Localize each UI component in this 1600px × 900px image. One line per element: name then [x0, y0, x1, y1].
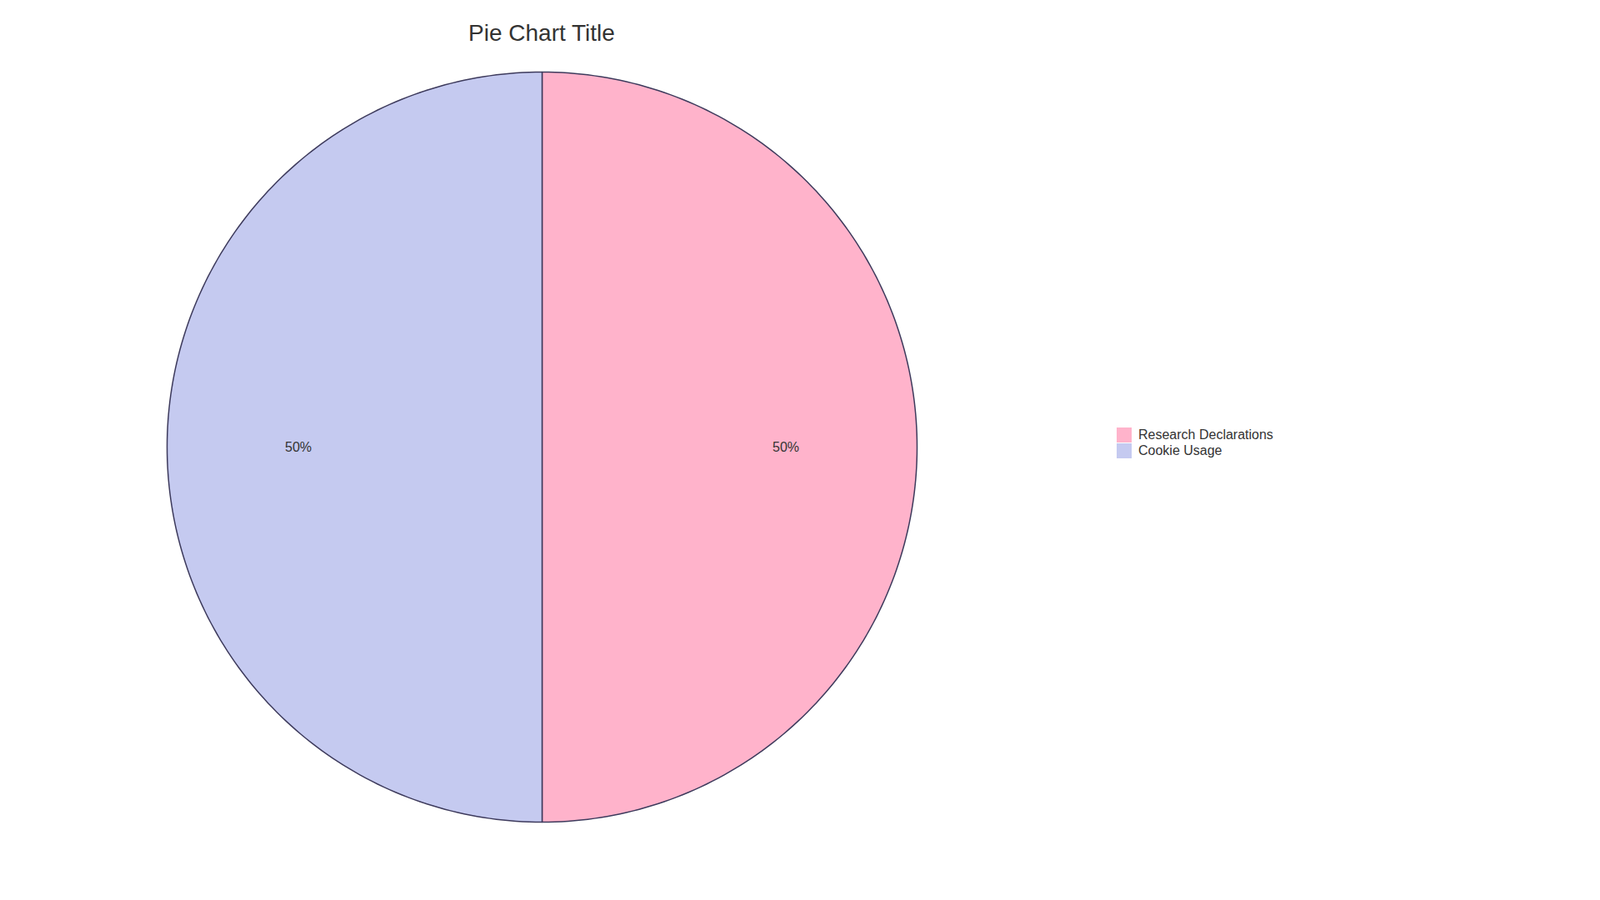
html-text:Research Declarations: Research Declarations — [1138, 427, 1274, 442]
svg-text:50%: 50% — [772, 440, 800, 455]
html-text:Cookie Usage: Cookie Usage — [1138, 443, 1223, 458]
html-text:Pie Chart Title: Pie Chart Title — [468, 20, 615, 46]
svg-text:50%: 50% — [285, 440, 312, 455]
